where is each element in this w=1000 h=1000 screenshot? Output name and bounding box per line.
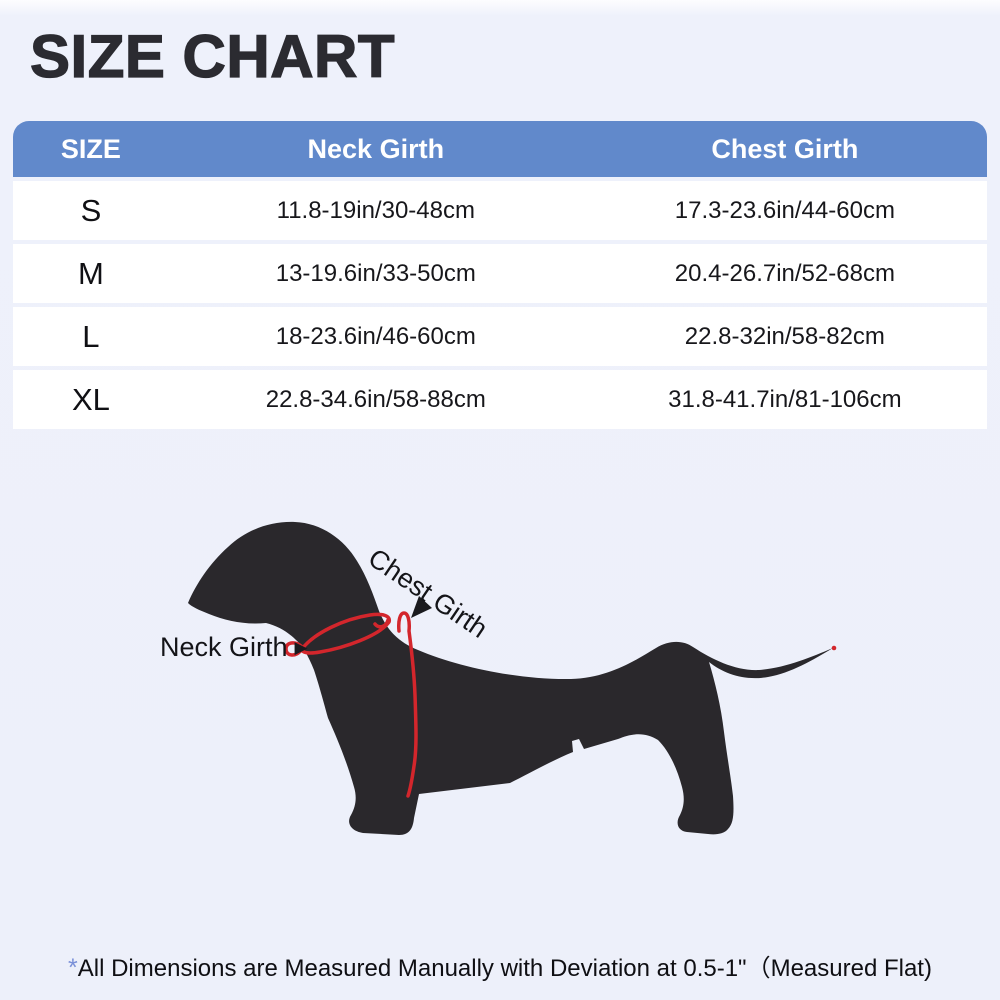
chest-girth-cell: 20.4-26.7in/52-68cm xyxy=(674,259,895,287)
dog-silhouette-shape xyxy=(188,521,833,835)
neck-girth-cell: 22.8-34.6in/58-88cm xyxy=(265,385,486,413)
dachshund-illustration xyxy=(188,521,837,835)
table-row: XL 22.8-34.6in/58-88cm 31.8-41.7in/81-10… xyxy=(13,370,987,429)
column-header-size: SIZE xyxy=(60,133,121,164)
neck-girth-label-text: Neck Girth xyxy=(160,632,288,662)
footnote: *All Dimensions are Measured Manually wi… xyxy=(0,948,1000,983)
neck-girth-cell: 18-23.6in/46-60cm xyxy=(275,322,476,350)
chest-arrow-icon xyxy=(411,596,432,618)
size-cell: S xyxy=(80,192,102,228)
footnote-text: All Dimensions are Measured Manually wit… xyxy=(77,955,932,982)
neck-girth-cell: 11.8-19in/30-48cm xyxy=(276,196,475,224)
right-arrow-icon: ▶ xyxy=(294,638,308,657)
neck-girth-line-hook xyxy=(373,618,390,629)
chest-girth-cell: 31.8-41.7in/81-106cm xyxy=(668,385,902,413)
chest-girth-cell: 17.3-23.6in/44-60cm xyxy=(674,196,895,224)
footnote-asterisk: * xyxy=(68,954,78,982)
neck-girth-cell: 13-19.6in/33-50cm xyxy=(275,259,476,287)
tail-tip-mark xyxy=(831,645,837,651)
table-row: S 11.8-19in/30-48cm 17.3-23.6in/44-60cm xyxy=(13,181,987,240)
table-row: L 18-23.6in/46-60cm 22.8-32in/58-82cm xyxy=(13,307,987,366)
size-cell: XL xyxy=(71,381,110,417)
column-header-neck: Neck Girth xyxy=(307,133,445,164)
table-row: M 13-19.6in/33-50cm 20.4-26.7in/52-68cm xyxy=(13,244,987,303)
size-table: SIZE Neck Girth Chest Girth S 11.8-19in/… xyxy=(13,121,987,429)
column-header-chest: Chest Girth xyxy=(711,133,859,164)
neck-girth-line-curl xyxy=(284,641,304,657)
size-cell: M xyxy=(78,255,104,291)
chest-girth-cell: 22.8-32in/58-82cm xyxy=(684,322,885,350)
chest-girth-line xyxy=(397,611,418,798)
page-title: SIZE CHART xyxy=(29,22,395,90)
size-cell: L xyxy=(82,318,100,354)
neck-girth-label: Neck Girth ▶ xyxy=(160,632,308,663)
table-header-row: SIZE Neck Girth Chest Girth xyxy=(13,121,987,177)
dog-measurement-diagram xyxy=(130,490,870,850)
